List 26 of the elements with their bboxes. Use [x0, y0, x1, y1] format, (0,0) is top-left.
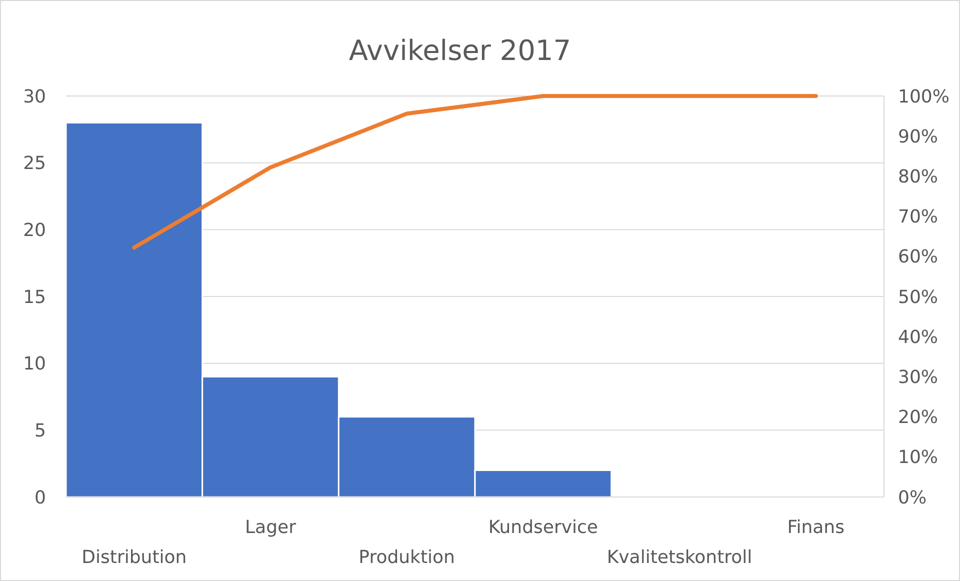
- y2-tick-label: 80%: [898, 166, 938, 188]
- y2-tick-label: 40%: [898, 326, 938, 348]
- x-tick-label: Produktion: [358, 547, 455, 568]
- x-tick-label: Lager: [245, 517, 297, 538]
- y2-tick-label: 20%: [898, 407, 938, 428]
- y-tick-label: 25: [23, 153, 46, 174]
- x-tick-label: Finans: [787, 517, 844, 538]
- y2-tick-label: 100%: [898, 86, 950, 108]
- y2-tick-label: 50%: [898, 286, 938, 308]
- x-tick-label: Kundservice: [488, 517, 598, 538]
- chart-title: Avvikelser 2017: [348, 34, 572, 67]
- y-tick-label: 20: [23, 220, 46, 241]
- y2-tick-label: 60%: [898, 246, 938, 268]
- y2-tick-label: 90%: [898, 126, 938, 148]
- x-tick-label: Kvalitetskontroll: [606, 547, 752, 568]
- x-tick-label: Distribution: [82, 547, 187, 568]
- y2-tick-label: 70%: [898, 206, 938, 228]
- y-tick-label: 15: [23, 286, 46, 308]
- line-series: [132, 94, 818, 250]
- y-tick-label: 5: [34, 420, 46, 442]
- y2-tick-label: 30%: [898, 367, 938, 388]
- y2-tick-label: 10%: [898, 447, 938, 468]
- y-tick-label: 0: [34, 487, 46, 508]
- y-tick-label: 30: [23, 86, 46, 108]
- y-tick-label: 10: [23, 354, 46, 375]
- y2-tick-label: 0%: [898, 487, 927, 508]
